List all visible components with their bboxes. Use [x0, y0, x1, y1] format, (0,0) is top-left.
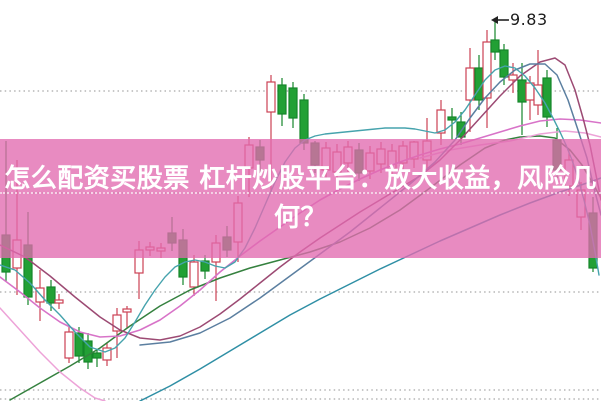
- title-banner: 怎么配资买股票 杠杆炒股平台：放大收益，风险几 何？: [0, 139, 601, 258]
- candle-down: [288, 87, 298, 119]
- candle-down: [542, 77, 552, 118]
- ma-pink-left: [0, 307, 106, 401]
- candle-up: [122, 308, 132, 313]
- candle-down: [299, 99, 309, 144]
- ma-slate: [139, 63, 601, 346]
- candle-down: [517, 79, 527, 103]
- candle-down: [456, 121, 466, 138]
- candle-up: [112, 314, 122, 332]
- candle-down: [46, 286, 56, 304]
- banner-gridline: [0, 192, 601, 194]
- candle-up: [436, 109, 446, 134]
- article-title-line2: 何？: [273, 203, 327, 233]
- candle-up: [189, 261, 199, 288]
- candle-up: [266, 81, 276, 113]
- candle-up: [508, 74, 518, 81]
- candle-down: [200, 260, 210, 272]
- ma-teal: [0, 65, 600, 353]
- candle-down: [447, 116, 457, 121]
- price-label: 9.83: [510, 10, 548, 29]
- candle-up: [465, 67, 475, 101]
- candle-down: [83, 340, 93, 363]
- candle-up: [533, 84, 543, 106]
- candle-down: [277, 84, 287, 115]
- article-title: 怎么配资买股票 杠杆炒股平台：放大收益，风险几 何？: [0, 139, 601, 238]
- candle-down: [490, 39, 500, 53]
- candle-down: [499, 49, 509, 78]
- price-arrow: [491, 16, 498, 24]
- candle-down: [92, 352, 102, 359]
- article-title-line1: 怎么配资买股票 杠杆炒股平台：放大收益，风险几: [4, 164, 597, 194]
- candle-down: [74, 332, 84, 357]
- candle-up: [482, 41, 492, 99]
- candle-up: [102, 347, 112, 361]
- candle-up: [64, 331, 74, 359]
- candle-up: [54, 299, 64, 304]
